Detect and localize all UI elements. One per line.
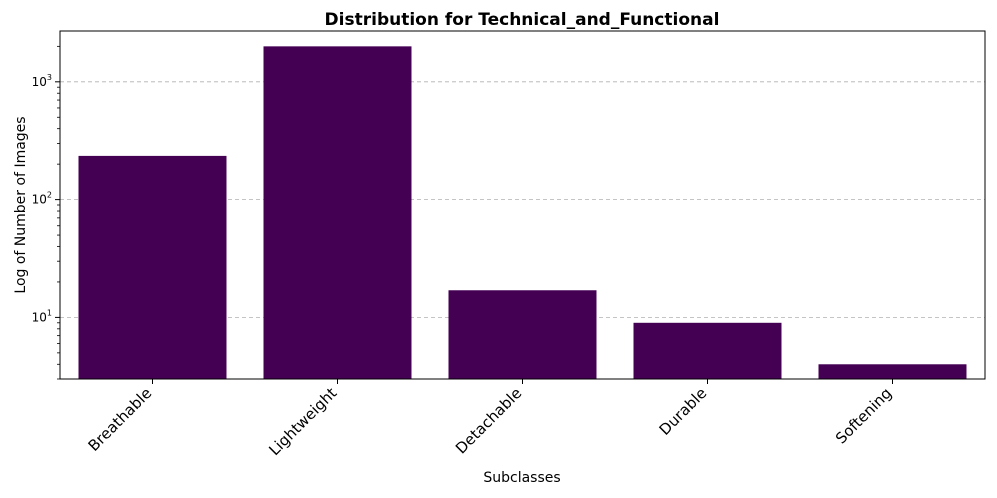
bar-breathable <box>78 155 227 379</box>
x-axis: Breathable Lightweight Detachable Durable So… <box>85 379 895 459</box>
y-tick-base: 10 <box>32 193 47 207</box>
chart-title: Distribution for Technical_and_Functiona… <box>325 10 720 30</box>
x-tick-label: Durable <box>656 384 711 439</box>
bars <box>78 46 967 380</box>
y-tick-base: 10 <box>32 75 47 89</box>
y-tick-label: 103 <box>32 73 52 89</box>
y-tick-exponent: 2 <box>47 191 52 200</box>
bar-durable <box>633 322 782 379</box>
y-tick-label: 102 <box>32 191 52 207</box>
bar-softening <box>818 364 967 379</box>
x-axis-label: Subclasses <box>483 470 560 486</box>
x-tick-label: Lightweight <box>265 384 340 459</box>
x-tick-label: Breathable <box>85 384 156 455</box>
y-tick-exponent: 3 <box>47 73 52 82</box>
y-tick-label: 101 <box>32 308 52 324</box>
y-tick-base: 10 <box>32 310 47 324</box>
y-tick-exponent: 1 <box>47 308 52 317</box>
x-tick-label: Softening <box>832 384 895 447</box>
x-tick-label: Detachable <box>452 384 525 457</box>
bar-detachable <box>448 290 597 379</box>
y-axis-label: Log of Number of Images <box>13 116 29 293</box>
bar-lightweight <box>263 46 412 380</box>
